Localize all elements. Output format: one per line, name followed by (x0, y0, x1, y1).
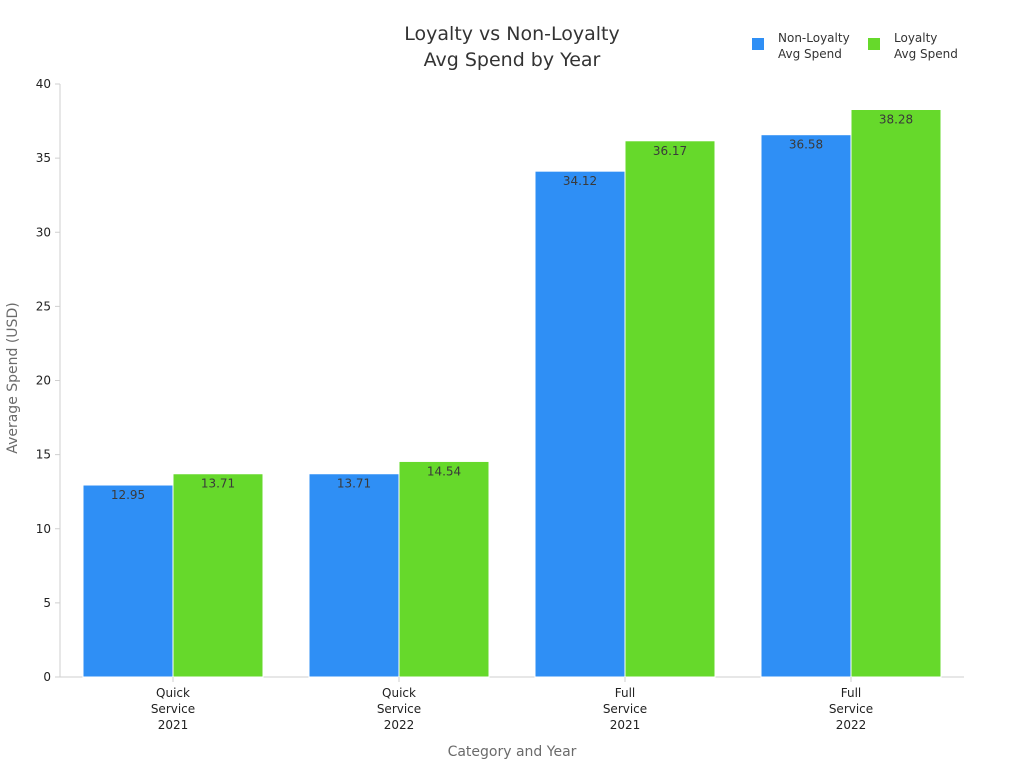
x-tick-label-0-line-1: Service (151, 702, 195, 716)
data-label-non-loyalty-avg-spend-0: 12.95 (111, 488, 145, 502)
y-axis-ticks: 0 5 10 15 20 25 30 35 40 (36, 77, 60, 684)
y-tick-label: 15 (36, 448, 51, 462)
bar-loyalty-avg-spend-1 (398, 460, 490, 678)
y-tick-label: 20 (36, 374, 51, 388)
bar-non-loyalty-avg-spend-3 (760, 134, 852, 678)
bar-data-labels: 12.95 13.71 13.71 14.54 34.12 36.17 36.58 38.28 (111, 112, 913, 502)
legend: Non-Loyalty Avg Spend Loyalty Avg Spend (752, 31, 958, 61)
bar-non-loyalty-avg-spend-1 (308, 473, 400, 678)
data-label-loyalty-avg-spend-2: 36.17 (653, 144, 687, 158)
bars (82, 108, 942, 678)
data-label-non-loyalty-avg-spend-3: 36.58 (789, 138, 823, 152)
legend-swatch-non-loyalty (752, 38, 764, 50)
chart-title-line-1: Loyalty vs Non-Loyalty (404, 23, 619, 45)
x-tick-label-0-line-2: 2021 (158, 718, 189, 732)
x-tick-label-1-line-0: Quick (382, 686, 416, 700)
y-tick-label: 30 (36, 225, 51, 239)
y-tick-label: 25 (36, 299, 51, 313)
data-label-loyalty-avg-spend-3: 38.28 (879, 112, 913, 126)
bar-non-loyalty-avg-spend-2 (534, 170, 626, 678)
y-tick-label: 0 (43, 670, 51, 684)
x-tick-label-1-line-2: 2022 (384, 718, 415, 732)
x-axis-ticks: Quick Service 2021 Quick Service 2022 Full Serv… (151, 677, 873, 732)
y-axis-title: Average Spend (USD) (5, 302, 21, 453)
data-label-non-loyalty-avg-spend-1: 13.71 (337, 477, 371, 491)
bar-non-loyalty-avg-spend-0 (82, 484, 174, 678)
x-tick-label-3-line-2: 2022 (836, 718, 867, 732)
data-label-loyalty-avg-spend-1: 14.54 (427, 464, 461, 478)
x-tick-label-2-line-0: Full (615, 686, 636, 700)
data-label-loyalty-avg-spend-0: 13.71 (201, 477, 235, 491)
chart-title-line-2: Avg Spend by Year (424, 49, 601, 71)
y-tick-label: 5 (43, 596, 51, 610)
x-tick-label-3-line-1: Service (829, 702, 873, 716)
bar-loyalty-avg-spend-2 (624, 140, 716, 678)
bar-loyalty-avg-spend-3 (850, 108, 942, 678)
legend-label-loyalty-line-2: Avg Spend (894, 47, 958, 61)
bar-loyalty-avg-spend-0 (172, 473, 264, 678)
x-tick-label-1-line-1: Service (377, 702, 421, 716)
legend-label-loyalty-line-1: Loyalty (894, 31, 937, 45)
x-tick-label-3-line-0: Full (841, 686, 862, 700)
x-axis-title: Category and Year (448, 744, 577, 760)
y-tick-label: 10 (36, 522, 51, 536)
legend-label-non-loyalty-line-2: Avg Spend (778, 47, 842, 61)
x-tick-label-2-line-2: 2021 (610, 718, 641, 732)
y-tick-label: 35 (36, 151, 51, 165)
x-tick-label-2-line-1: Service (603, 702, 647, 716)
data-label-non-loyalty-avg-spend-2: 34.12 (563, 174, 597, 188)
legend-swatch-loyalty (868, 38, 880, 50)
y-tick-label: 40 (36, 77, 51, 91)
legend-label-non-loyalty-line-1: Non-Loyalty (778, 31, 850, 45)
x-tick-label-0-line-0: Quick (156, 686, 190, 700)
